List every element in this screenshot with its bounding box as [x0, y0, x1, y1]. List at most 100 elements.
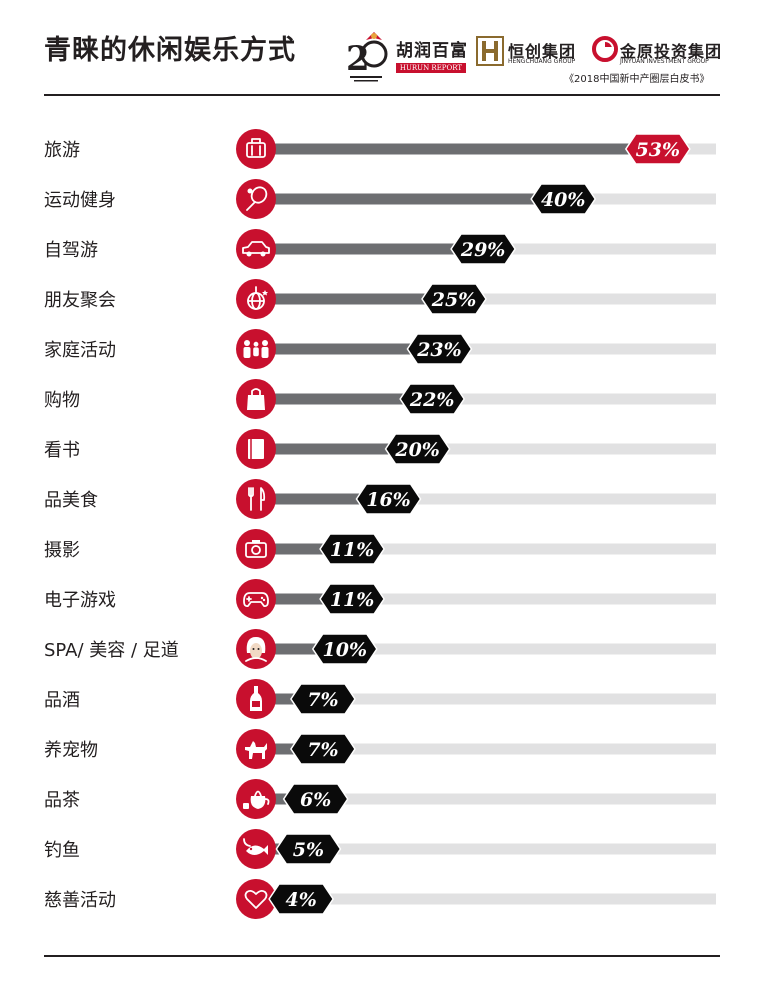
value-badge	[355, 483, 422, 515]
bar	[272, 443, 418, 455]
chart-row: 品美食 16%	[44, 479, 716, 519]
icon-badge	[236, 129, 276, 169]
value-badge	[624, 133, 691, 165]
chart-row: 购物 22%	[44, 379, 716, 419]
hurun-logo-text: 胡润百富	[396, 41, 468, 61]
value-badge	[311, 633, 378, 665]
value-badge	[530, 183, 597, 215]
icon-badge	[236, 879, 276, 919]
bar	[272, 243, 484, 255]
bar	[272, 393, 433, 405]
value-label: 29%	[460, 239, 506, 261]
camera-icon	[245, 540, 267, 558]
disco-ball-icon	[247, 286, 268, 310]
bar-track	[272, 693, 716, 705]
value-label: 7%	[307, 689, 338, 711]
family-icon	[243, 340, 269, 358]
racket-icon	[246, 186, 268, 211]
car-icon	[242, 241, 270, 257]
chart-row: 运动健身 40%	[44, 179, 716, 219]
value-badge	[399, 383, 466, 415]
value-badge	[406, 333, 473, 365]
chart-row: 电子游戏 11%	[44, 579, 716, 619]
shopping-bag-icon	[247, 388, 265, 410]
category-label: 品酒	[44, 690, 80, 711]
bar	[272, 543, 353, 555]
category-label: 家庭活动	[44, 340, 116, 361]
heart-icon	[244, 889, 268, 909]
chart-row: 品茶 6%	[44, 779, 716, 819]
luggage-icon	[246, 138, 266, 158]
bar-track	[272, 643, 716, 655]
category-label: 购物	[44, 390, 80, 411]
icon-badge	[236, 579, 276, 619]
icon-badge	[236, 179, 276, 219]
teapot-icon	[243, 790, 270, 809]
value-label: 11%	[330, 589, 375, 611]
bar-track	[272, 443, 716, 455]
chart-row: 家庭活动 23%	[44, 329, 716, 369]
jinyuan-mark-icon	[592, 36, 618, 62]
bar-track	[272, 393, 716, 405]
chart-row: 自驾游 29%	[44, 229, 716, 269]
bar	[272, 593, 353, 605]
value-badge	[450, 233, 517, 265]
value-label: 20%	[394, 439, 440, 461]
bar-track	[272, 543, 716, 555]
category-label: 朋友聚会	[44, 290, 116, 311]
category-label: 电子游戏	[44, 590, 116, 611]
value-badge	[421, 283, 487, 315]
category-label: 旅游	[44, 140, 80, 161]
value-badge	[319, 533, 385, 565]
value-label: 6%	[300, 789, 331, 811]
report-subtitle: 《2018中国新中产圈层白皮书》	[564, 74, 710, 85]
bar-track	[272, 593, 716, 605]
bar-track	[272, 893, 716, 905]
bar	[272, 293, 454, 305]
value-label: 25%	[431, 289, 477, 311]
cutlery-icon	[248, 487, 266, 511]
category-label: 自驾游	[44, 240, 98, 261]
category-label: 品美食	[44, 490, 98, 511]
chart-row: SPA/ 美容 / 足道 10%	[44, 629, 716, 669]
value-label: 4%	[285, 889, 316, 911]
value-badge	[290, 683, 356, 715]
chart-row: 看书 20%	[44, 429, 716, 469]
value-label: 5%	[293, 839, 324, 861]
category-label: 看书	[44, 440, 80, 461]
icon-badge	[236, 279, 276, 319]
hurun-logo: 胡润百富 HURUN REPORT	[396, 36, 468, 73]
value-label: 16%	[366, 489, 411, 511]
category-label: 摄影	[44, 540, 80, 561]
bar	[272, 193, 564, 205]
value-badge	[282, 783, 349, 815]
wine-icon	[250, 686, 262, 711]
value-badge	[268, 883, 335, 915]
anniversary-logo: 2	[346, 32, 388, 82]
icon-badge	[236, 479, 276, 519]
bar-track	[272, 343, 716, 355]
hurun-logo-subtext: HURUN REPORT	[396, 63, 466, 73]
header-divider	[44, 94, 720, 96]
header: 青睐的休闲娱乐方式 2 胡润百富 HURUN REPORT 恒创集团 HENGC…	[0, 0, 767, 100]
bar	[272, 143, 658, 155]
chart-row: 慈善活动 4%	[44, 879, 716, 919]
footer-divider	[44, 955, 720, 957]
chart-row: 摄影 11%	[44, 529, 716, 569]
value-label: 40%	[541, 189, 586, 211]
chart-row: 旅游 53%	[44, 129, 716, 169]
chart-row: 朋友聚会 25%	[44, 279, 716, 319]
value-label: 53%	[636, 139, 681, 161]
value-label: 7%	[307, 739, 338, 761]
bar-track	[272, 293, 716, 305]
bar-track	[272, 793, 716, 805]
value-label: 11%	[330, 539, 375, 561]
category-label: 钓鱼	[44, 840, 80, 861]
icon-badge	[236, 529, 276, 569]
value-label: 23%	[416, 339, 462, 361]
category-label: 品茶	[44, 790, 80, 811]
chart-row: 钓鱼 5%	[44, 829, 716, 869]
bar	[272, 493, 389, 505]
value-badge	[290, 733, 356, 765]
value-label: 22%	[409, 389, 455, 411]
